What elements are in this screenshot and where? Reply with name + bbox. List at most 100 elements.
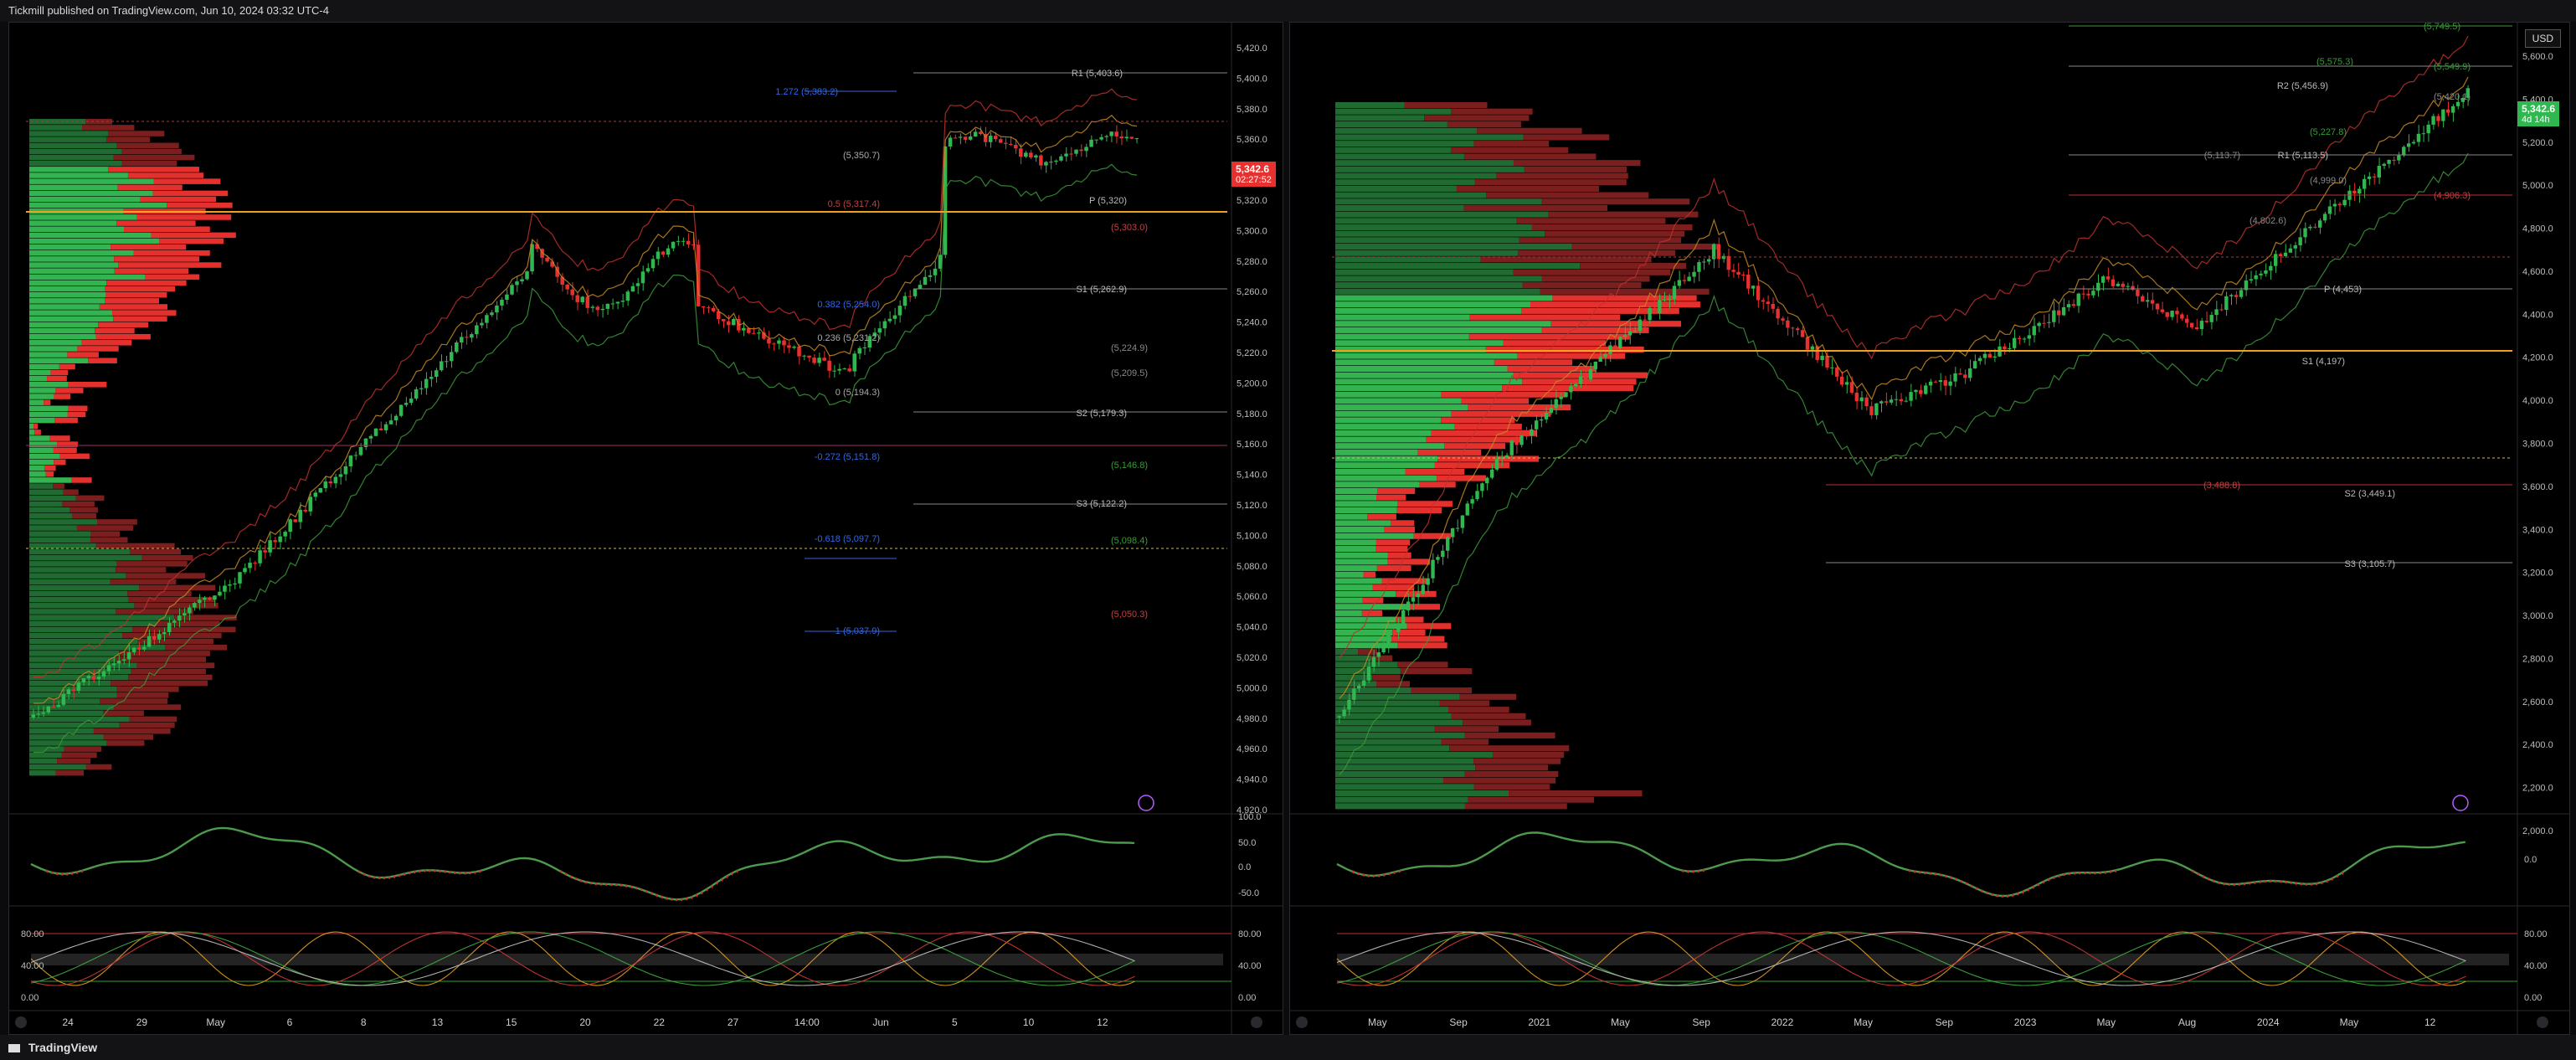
candle-body — [1450, 527, 1455, 538]
candle-body — [2106, 276, 2111, 280]
volume-profile-bar-sell — [34, 430, 41, 435]
volume-profile-bar-sell — [1516, 218, 1666, 224]
volume-profile-bar-sell — [1513, 269, 1671, 275]
left-chart-canvas[interactable]: 5,420.05,400.05,380.05,360.05,340.05,320… — [9, 23, 1283, 1035]
candle-body — [1800, 330, 1805, 337]
volume-profile-bar-sell — [1456, 185, 1600, 192]
candle-body — [1470, 499, 1474, 504]
price-tick-label: 4,960.0 — [1237, 744, 1267, 754]
volume-profile-bar-buy — [1335, 571, 1364, 578]
volume-profile-bar-buy — [1335, 738, 1442, 745]
candle-body — [2402, 147, 2406, 156]
stoch-axis-label-left: 40.00 — [21, 961, 44, 971]
candle-body — [2288, 248, 2293, 253]
volume-profile-bar-buy — [1335, 198, 1542, 205]
volume-profile-bar-sell — [111, 244, 187, 250]
candle-body — [716, 311, 721, 320]
volume-profile-bar-sell — [1367, 513, 1396, 520]
volume-profile-bar-sell — [1363, 571, 1376, 578]
volume-profile-bar-buy — [29, 596, 129, 603]
volume-profile-bar-sell — [99, 304, 168, 310]
candle-body — [827, 360, 831, 371]
candle-body — [1632, 331, 1638, 332]
upper-band-line — [1339, 35, 2469, 658]
candle-body — [2278, 254, 2283, 256]
volume-profile-bar-buy — [29, 734, 104, 740]
candle-body — [933, 268, 938, 275]
currency-button[interactable]: USD — [2524, 29, 2561, 48]
stoch-line — [30, 931, 1135, 986]
candle-body — [762, 332, 766, 339]
level-label: (5,749.5) — [2424, 23, 2460, 32]
time-tick-label: 22 — [654, 1016, 666, 1028]
right-chart-canvas[interactable]: 5,600.05,400.05,200.05,000.04,800.04,600… — [1290, 23, 2570, 1035]
candle-body — [1608, 345, 1612, 354]
volume-profile-bar-buy — [29, 286, 105, 292]
candle-body — [1972, 361, 1977, 369]
volume-profile-bar-sell — [95, 543, 175, 549]
stoch-axis-label-left: 0.00 — [21, 993, 39, 1003]
volume-profile-bar-sell — [151, 232, 236, 239]
volume-profile-bar-buy — [1335, 732, 1465, 738]
candle-body — [152, 635, 157, 640]
volume-profile-bar-buy — [29, 609, 116, 615]
volume-profile-bar-buy — [1335, 244, 1572, 250]
candle-body — [645, 268, 650, 272]
volume-profile-bar-buy — [1335, 424, 1455, 430]
candle-body — [777, 340, 781, 344]
volume-profile-bar-sell — [1475, 764, 1549, 771]
candle-body — [183, 613, 187, 616]
time-tick-label: 12 — [1097, 1016, 1108, 1028]
volume-profile-bar-sell — [140, 196, 217, 203]
candle-body — [1109, 131, 1113, 136]
volume-profile-bar-sell — [1384, 527, 1416, 533]
price-tick-label: 3,200.0 — [2522, 569, 2553, 579]
volume-profile-bar-buy — [1335, 269, 1514, 275]
candle-body — [1638, 319, 1642, 332]
volume-profile-bar-buy — [29, 125, 83, 131]
volume-profile-bar-buy — [1335, 436, 1427, 443]
candle-body — [727, 321, 731, 326]
volume-profile-bar-sell — [103, 710, 144, 717]
volume-profile-bar-sell — [54, 394, 71, 399]
volume-profile-bar-buy — [29, 304, 100, 310]
candle-body — [2042, 322, 2046, 324]
volume-profile-bar-buy — [1335, 321, 1551, 327]
volume-profile-bar-buy — [29, 459, 54, 466]
volume-profile-bar-sell — [130, 548, 181, 555]
candle-body — [1069, 153, 1073, 155]
volume-profile-bar-buy — [29, 298, 105, 304]
candle-body — [2126, 286, 2130, 287]
volume-profile-bar-sell — [1451, 410, 1551, 417]
candle-body — [177, 615, 182, 621]
candle-body — [928, 275, 933, 277]
candle-body — [258, 550, 262, 563]
volume-profile-bar-buy — [1335, 726, 1435, 733]
volume-profile-bar-sell — [1477, 127, 1582, 134]
volume-profile-bar-buy — [1335, 218, 1517, 224]
volume-profile-bar-buy — [1335, 604, 1408, 610]
candle-body — [162, 632, 167, 635]
volume-profile-bar-buy — [29, 752, 62, 758]
left-chart-pane[interactable]: 5,420.05,400.05,380.05,360.05,340.05,320… — [8, 22, 1283, 1035]
volume-profile-bar-sell — [1494, 359, 1573, 366]
volume-profile-bar-sell — [1496, 172, 1628, 179]
right-chart-pane[interactable]: 5,600.0 5,400.0 5,200.0 5,000.0 4,800.0 4,600… — [1289, 22, 2570, 1035]
level-label: S2 (3,449.1) — [2344, 489, 2395, 499]
volume-profile-bar-buy — [1335, 610, 1362, 616]
volume-profile-bar-buy — [1335, 153, 1464, 160]
candle-body — [742, 327, 746, 331]
oscillator-negative-segments — [1351, 868, 2344, 898]
candle-body — [439, 361, 444, 371]
candle-body — [288, 519, 292, 533]
volume-profile-bar-buy — [1335, 192, 1487, 198]
candle-body — [877, 328, 882, 333]
volume-profile-bar-sell — [96, 519, 137, 525]
candle-body — [2411, 142, 2416, 144]
volume-profile-bar-buy — [1335, 558, 1388, 565]
candle-body — [121, 659, 126, 661]
candle-body — [1766, 301, 1771, 304]
time-tick-label: 13 — [432, 1016, 444, 1028]
volume-profile-bar-sell — [129, 716, 177, 723]
candle-body — [525, 271, 529, 280]
